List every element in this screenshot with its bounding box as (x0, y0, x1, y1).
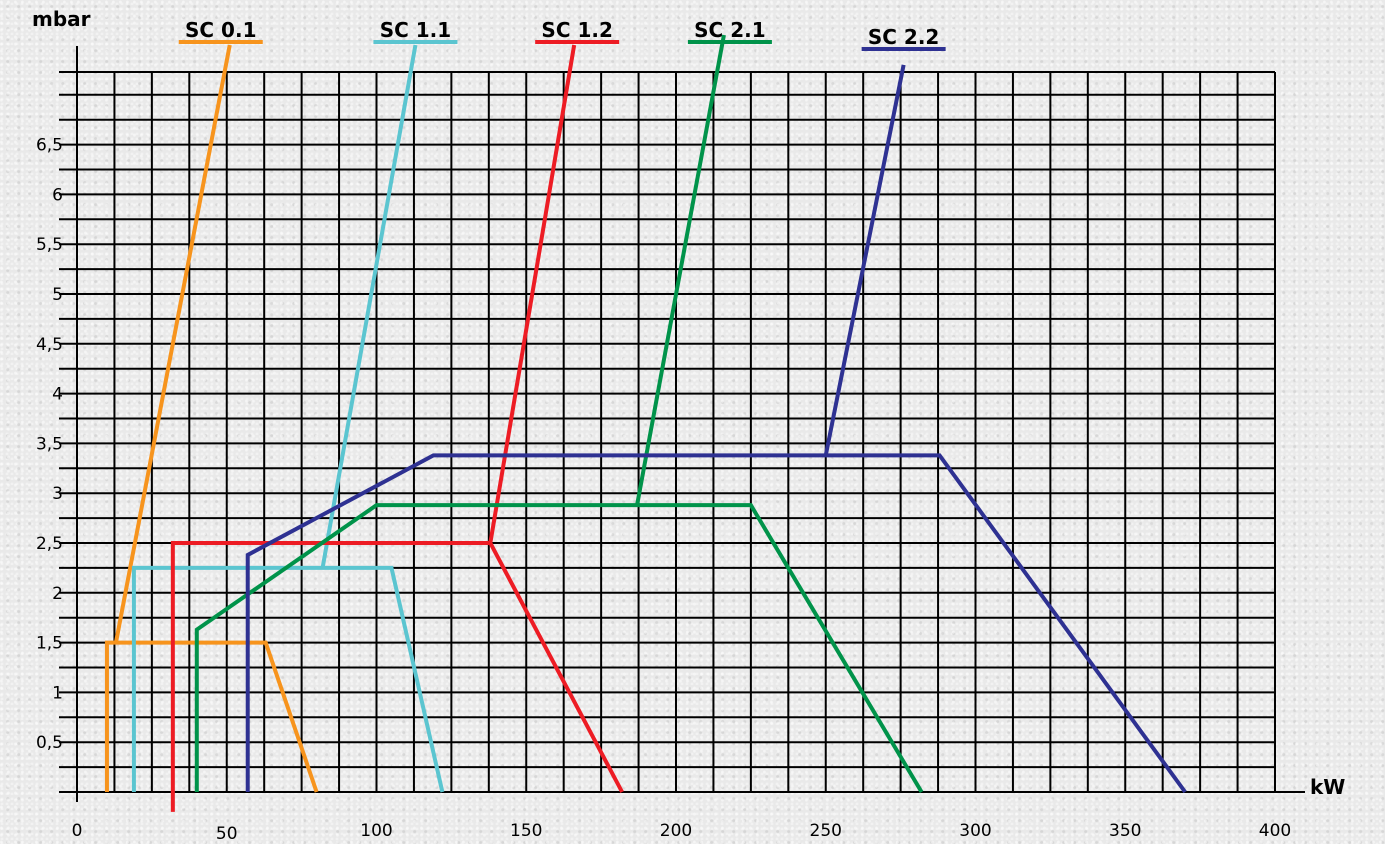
legend-item: SC 0.1 (178, 18, 263, 44)
x-tick-label: 400 (1259, 821, 1291, 841)
y-tick-label: 1 (52, 683, 63, 703)
y-tick-label: 3,5 (36, 434, 63, 454)
y-tick-label: 6 (52, 185, 63, 205)
legend-item: SC 1.2 (535, 18, 620, 44)
x-tick-label: 50 (216, 824, 238, 844)
legend-label: SC 2.2 (868, 25, 939, 49)
y-tick-label: 3 (52, 484, 63, 504)
legend: SC 0.1 SC 1.1 SC 1.2 SC 2.1 SC 2.2 (178, 18, 946, 51)
x-tick-label: 200 (660, 821, 692, 841)
y-tick-label: 4 (52, 385, 63, 405)
series-sc-2-2-envelope (245, 453, 1187, 794)
y-tick-label: 5,5 (36, 235, 63, 255)
y-tick-label: 5 (52, 285, 63, 305)
x-tick-label: 0 (72, 821, 83, 841)
y-tick-label: 2,5 (36, 534, 63, 554)
y-tick-label: 2 (52, 584, 63, 604)
legend-label: SC 1.1 (380, 18, 451, 42)
legend-item: SC 2.1 (687, 18, 772, 44)
legend-label: SC 2.1 (694, 18, 765, 42)
legend-item: SC 2.2 (861, 25, 946, 51)
x-tick-label: 250 (810, 821, 842, 841)
y-tick-label: 6,5 (36, 136, 63, 156)
y-axis-title: mbar (32, 7, 91, 31)
y-tick-label: 1,5 (36, 634, 63, 654)
series-sc-0-1-envelope (104, 640, 319, 793)
x-tick-label: 150 (510, 821, 542, 841)
x-axis-title: kW (1310, 775, 1345, 799)
grid (59, 46, 1305, 802)
y-tick-label: 4,5 (36, 335, 63, 355)
legend-item: SC 1.1 (373, 18, 458, 44)
tick-labels: 0 50 100 150 200 250 300 350 400 0,5 1 1,5 2 2,5 3 3,5 4… (36, 136, 1291, 844)
x-tick-label: 350 (1109, 821, 1141, 841)
y-tick-label: 0,5 (36, 733, 63, 753)
series-sc-1-2-working-line (488, 44, 577, 544)
x-tick-label: 300 (959, 821, 991, 841)
series-sc-2-1-envelope (194, 503, 924, 794)
series-sc-2-2-working-line (823, 64, 906, 456)
legend-label: SC 0.1 (185, 18, 256, 42)
legend-label: SC 1.2 (541, 18, 612, 42)
series-sc-1-1-working-line (320, 44, 418, 569)
series-sc-0-1-working-line (113, 44, 232, 643)
x-tick-label: 100 (360, 821, 392, 841)
series-sc-1-1-envelope (131, 565, 445, 793)
series-sc-2-1-working-line (635, 34, 726, 506)
series-sc-1-2-envelope (170, 541, 624, 812)
series-lines (104, 34, 1187, 812)
